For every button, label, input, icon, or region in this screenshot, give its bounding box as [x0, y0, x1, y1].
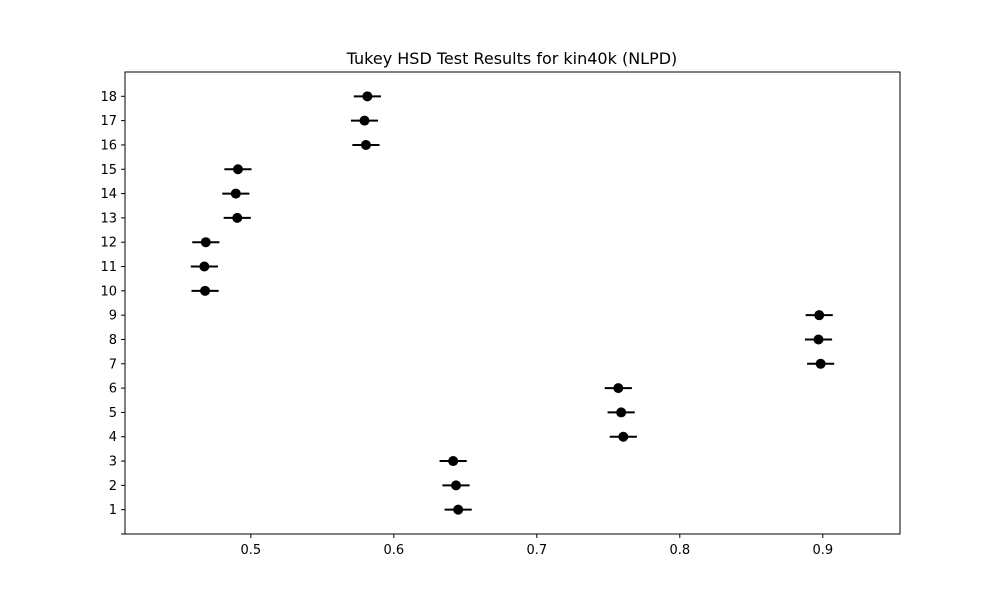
y-tick-label: 14 [100, 187, 117, 202]
x-tick-label: 0.9 [812, 543, 833, 558]
data-point [199, 261, 210, 272]
y-tick-label: 13 [100, 211, 117, 226]
y-tick-label: 1 [109, 503, 117, 518]
y-tick-label: 8 [109, 333, 117, 348]
y-tick-label: 3 [109, 455, 117, 470]
y-tick-label: 17 [100, 114, 117, 129]
y-tick-label: 5 [109, 406, 117, 421]
y-tick-label: 15 [100, 163, 117, 178]
data-point [232, 212, 243, 223]
plot-frame [124, 71, 901, 535]
data-point [616, 407, 627, 418]
data-point [359, 115, 370, 126]
data-point [451, 480, 462, 491]
y-tick-label: 9 [109, 309, 117, 324]
x-tick-label: 0.5 [240, 543, 261, 558]
y-tick-label: 12 [100, 236, 117, 251]
data-point [815, 358, 826, 369]
data-point [200, 237, 211, 248]
data-point [200, 285, 211, 296]
y-tick-label: 11 [100, 260, 117, 275]
y-tick-label: 16 [100, 138, 117, 153]
y-tick-label: 7 [109, 357, 117, 372]
data-point [453, 504, 464, 515]
data-point [618, 431, 629, 442]
data-point [448, 456, 459, 467]
data-point [814, 310, 825, 321]
y-tick-label: 18 [100, 90, 117, 105]
x-axis: 0.5 0.6 0.7 0.8 0.9 [240, 534, 833, 558]
x-tick-label: 0.8 [669, 543, 690, 558]
chart-title: Tukey HSD Test Results for kin40k (NLPD) [346, 49, 678, 68]
data-point [613, 383, 624, 394]
data-marks [190, 91, 835, 515]
y-tick-label: 4 [109, 430, 117, 445]
x-tick-label: 0.6 [383, 543, 404, 558]
data-point [360, 139, 371, 150]
x-tick-label: 0.7 [526, 543, 547, 558]
data-point [232, 164, 243, 175]
data-point [230, 188, 241, 199]
y-tick-label: 10 [100, 284, 117, 299]
y-tick-label: 2 [109, 479, 117, 494]
y-tick-label: 6 [109, 382, 117, 397]
data-point [813, 334, 824, 345]
data-point [362, 91, 373, 102]
